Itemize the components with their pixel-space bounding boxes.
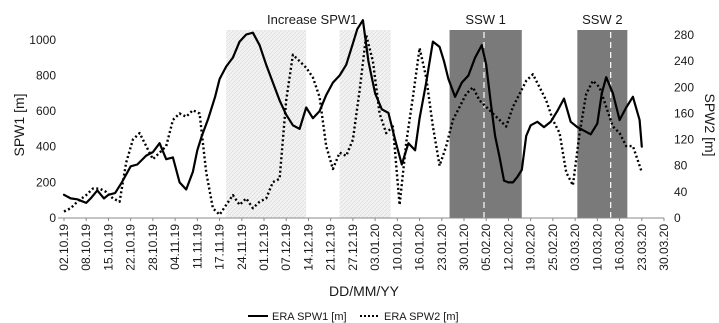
x-tick-11: 14.12.19 [301,224,315,271]
y-tick-400: 400 [36,140,56,154]
y2-tick-80: 80 [674,159,688,173]
region-labels: Increase SPW1 SSW 1 SSW 2 [267,12,623,27]
y-tick-1000: 1000 [29,33,56,47]
x-tick-24: 10.03.20 [590,224,604,271]
legend-label-spw1: ERA SPW1 [m] [272,311,347,323]
x-tick-27: 30.03.20 [657,224,671,271]
x-tick-17: 23.01.20 [435,224,449,271]
x-tick-15: 10.01.20 [390,224,404,271]
x-tick-labels: 02.10.19 08.10.19 15.10.19 22.10.19 28.10.19… [57,218,671,271]
x-tick-20: 12.02.20 [501,224,515,271]
x-axis-title: DD/MM/YY [329,283,400,299]
x-tick-22: 25.02.20 [546,224,560,271]
y2-tick-240: 240 [674,54,694,68]
x-tick-18: 30.01.20 [457,224,471,271]
x-tick-14: 03.01.20 [368,224,382,271]
right-y-tick-labels: 0 40 80 120 160 200 240 280 [674,28,694,225]
x-tick-19: 05.02.20 [479,224,493,271]
series-lines [62,19,643,216]
region-label-0: Increase SPW1 [267,12,357,27]
x-tick-12: 21.12.19 [324,224,338,271]
y2-tick-280: 280 [674,28,694,42]
y-axis-title: SPW1 [m] [11,93,27,156]
x-tick-8: 24.11.19 [235,224,249,270]
y2-tick-40: 40 [674,185,688,199]
region-3 [577,30,628,218]
shaded-regions [226,30,628,218]
legend-label-spw2: ERA SPW2 [m] [384,311,459,323]
series-line-1 [62,19,643,204]
y2-tick-0: 0 [674,211,681,225]
legend: ERA SPW1 [m] ERA SPW2 [m] [248,311,459,323]
x-tick-6: 11.11.19 [190,224,204,269]
x-tick-10: 07.12.19 [279,224,293,271]
x-tick-13: 27.12.19 [346,224,360,271]
series-line-2 [63,33,643,216]
y2-tick-160: 160 [674,106,694,120]
x-tick-2: 15.10.19 [101,224,115,271]
x-tick-0: 02.10.19 [57,224,71,271]
y2-axis-title: SPW2 [m] [702,93,718,156]
x-tick-23: 03.03.20 [568,224,582,271]
x-tick-3: 22.10.19 [124,224,138,271]
left-y-tick-labels: 0 200 400 600 800 1000 [29,33,56,225]
y2-tick-200: 200 [674,80,694,94]
region-label-2: SSW 1 [465,12,505,27]
x-tick-5: 04.11.19 [168,224,182,270]
y-tick-800: 800 [36,68,56,82]
x-tick-25: 16.03.20 [613,224,627,271]
x-tick-9: 01.12.19 [257,224,271,271]
x-tick-26: 23.03.20 [635,224,649,271]
x-tick-4: 28.10.19 [146,224,160,271]
x-tick-7: 17.11.19 [213,224,227,270]
x-tick-1: 08.10.19 [79,224,93,271]
y2-tick-120: 120 [674,133,694,147]
x-tick-21: 19.02.20 [524,224,538,271]
region-label-3: SSW 2 [582,12,622,27]
y-tick-200: 200 [36,175,56,189]
y-tick-600: 600 [36,104,56,118]
region-0 [226,30,307,218]
y-tick-0: 0 [49,211,56,225]
x-tick-16: 16.01.20 [413,224,427,271]
